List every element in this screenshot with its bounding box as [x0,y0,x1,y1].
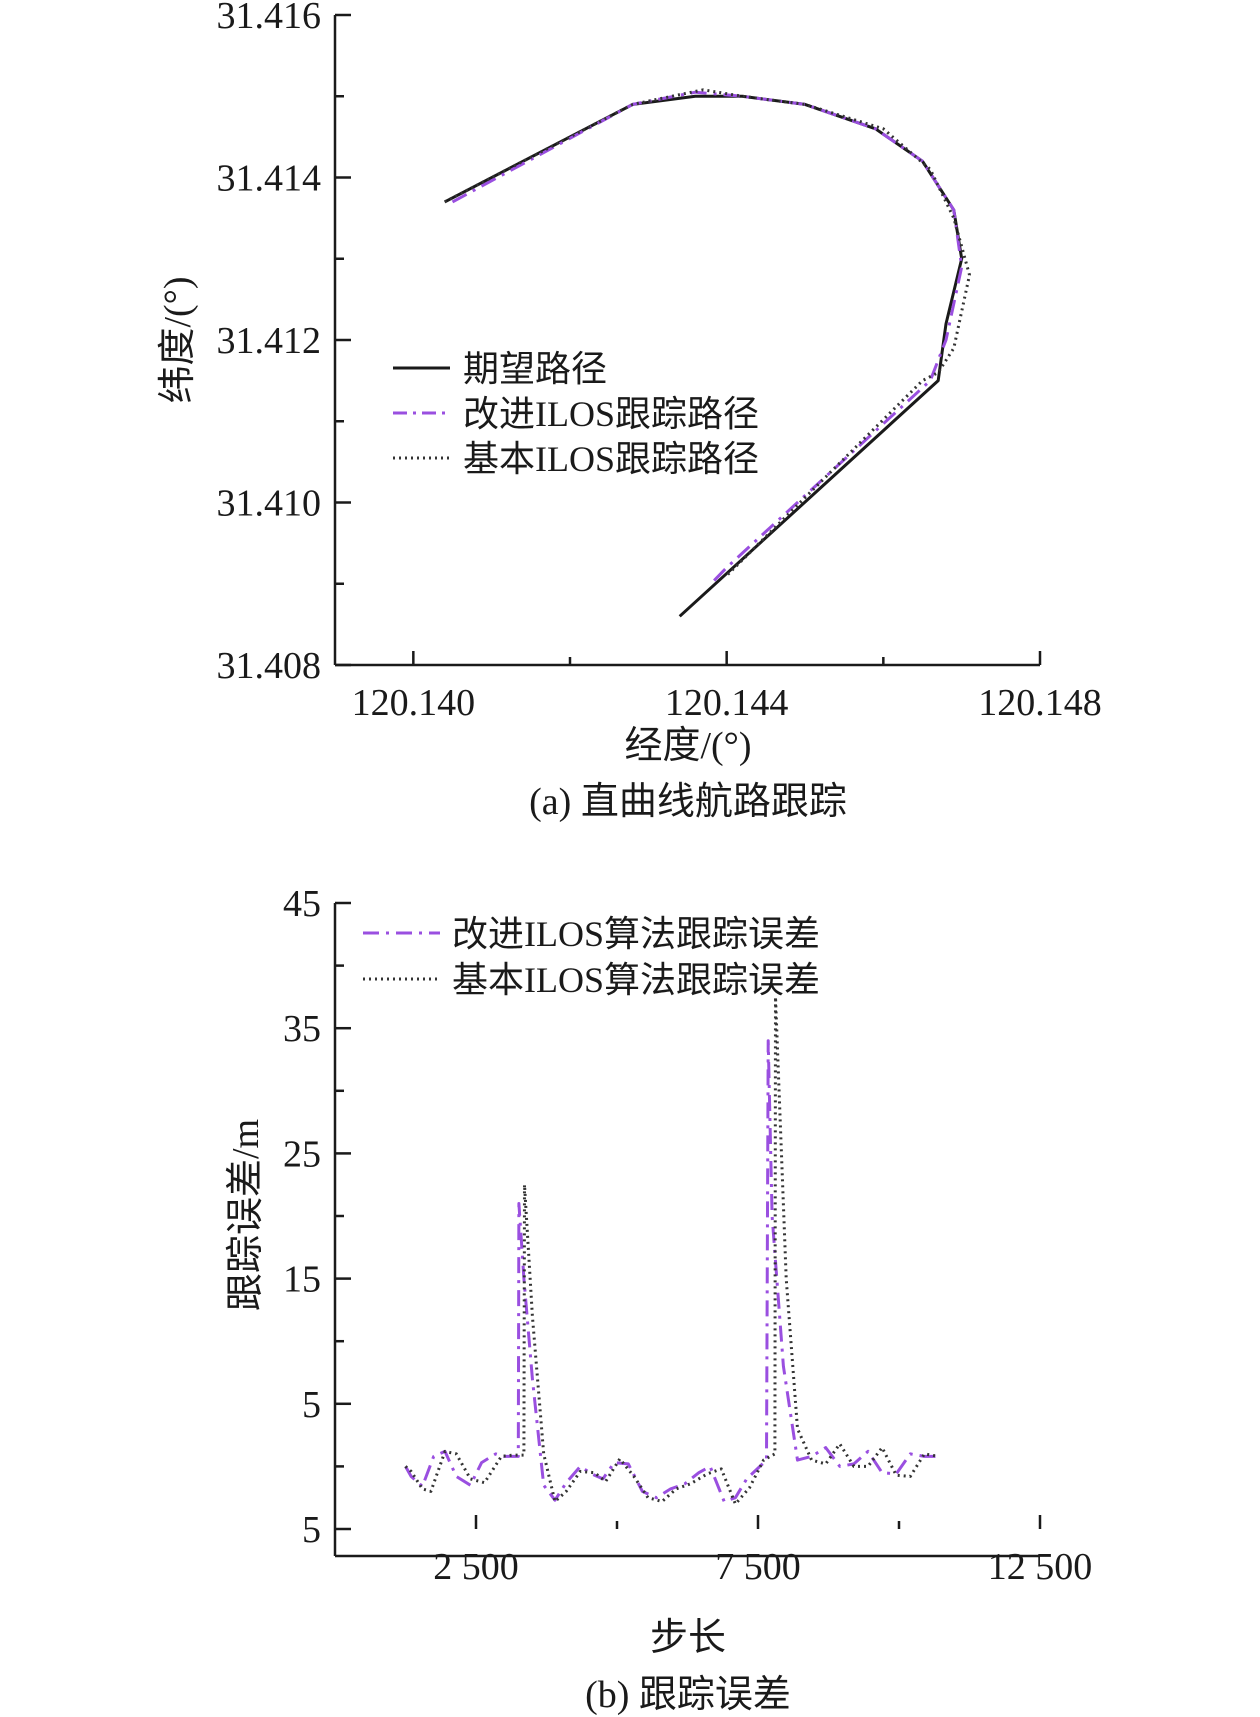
error-y-tick-label: 45 [283,883,321,925]
trajectory-y-tick-label: 31.412 [217,320,322,362]
tracking-error-chart: 2 500 7 500 12 500 5 5 15 25 35 45 改进ILOS算法跟踪误差 … [225,883,1092,1716]
legend-label-desired-path: 期望路径 [463,349,607,389]
trajectory-series-line-2 [444,88,971,577]
trajectory-chart: 120.140 120.144 120.148 31.408 31.410 31.412 3… [157,0,1102,823]
y-axis-title-b: 跟踪误差/m [225,1119,267,1311]
trajectory-x-tick-label: 120.140 [352,682,476,724]
error-series [404,995,939,1506]
error-x-tick-label: 7 500 [715,1546,801,1588]
error-series-line-0 [404,1039,939,1503]
trajectory-legend: 期望路径 改进ILOS跟踪路径 基本ILOS跟踪路径 [393,349,759,479]
error-y-tick-label: 5 [302,1384,321,1426]
x-axis-title: 经度/(°) [624,725,751,767]
trajectory-series-line-1 [451,90,964,585]
caption-a: (a) 直曲线航路跟踪 [529,781,847,823]
trajectory-ticks: 120.140 120.144 120.148 31.408 31.410 31.412 3… [217,0,1102,724]
trajectory-y-tick-label: 31.410 [217,483,322,525]
legend-label-improved-error: 改进ILOS算法跟踪误差 [452,914,820,954]
error-ticks: 2 500 7 500 12 500 5 5 15 25 35 45 [283,883,1092,1588]
error-y-tick-label: 5 [302,1509,321,1551]
y-axis-title: 纬度/(°) [157,276,199,403]
legend-label-basic-ilos: 基本ILOS跟踪路径 [463,439,759,479]
trajectory-series [444,88,971,618]
caption-b: (b) 跟踪误差 [585,1674,791,1716]
error-y-tick-label: 15 [283,1259,321,1301]
error-legend: 改进ILOS算法跟踪误差 基本ILOS算法跟踪误差 [363,914,820,1000]
trajectory-y-tick-label: 31.416 [217,0,322,37]
error-x-tick-label: 2 500 [433,1546,519,1588]
legend-label-improved-ilos: 改进ILOS跟踪路径 [463,394,759,434]
trajectory-x-tick-label: 120.144 [665,682,789,724]
trajectory-y-tick-label: 31.414 [217,158,322,200]
trajectory-series-line-0 [444,94,964,618]
trajectory-x-tick-label: 120.148 [978,682,1102,724]
legend-label-basic-error: 基本ILOS算法跟踪误差 [452,960,820,1000]
error-y-tick-label: 25 [283,1133,321,1175]
trajectory-y-tick-label: 31.408 [217,645,322,687]
error-y-tick-label: 35 [283,1008,321,1050]
x-axis-title-b: 步长 [650,1617,726,1659]
error-series-line-1 [404,995,939,1506]
error-x-tick-label: 12 500 [988,1546,1093,1588]
